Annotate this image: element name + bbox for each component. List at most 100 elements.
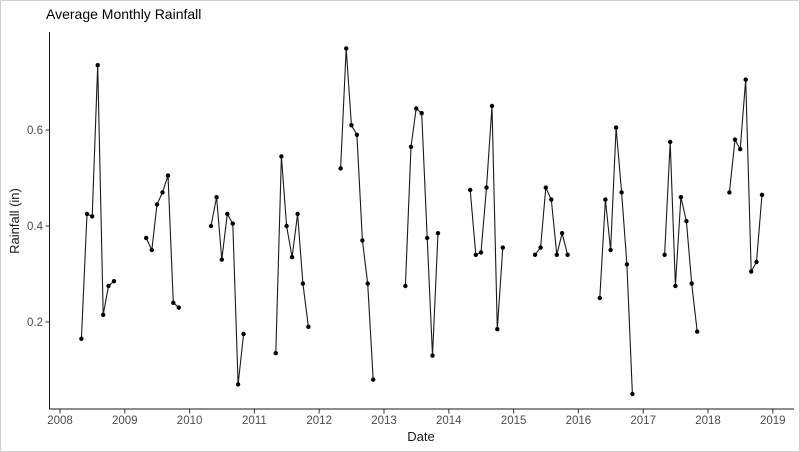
year-segment-2017 <box>664 141 698 332</box>
data-point <box>165 173 171 178</box>
data-point <box>95 62 100 68</box>
data-point <box>144 235 149 241</box>
data-point <box>419 111 424 116</box>
data-point <box>235 382 241 387</box>
data-point <box>349 123 354 128</box>
data-point <box>344 46 349 51</box>
data-point <box>230 221 235 226</box>
x-tick-label: 2011 <box>242 415 267 427</box>
data-point <box>668 139 673 145</box>
data-point <box>160 190 165 195</box>
data-series <box>79 46 765 397</box>
data-point <box>371 377 376 382</box>
x-tick-label: 2014 <box>436 415 462 427</box>
data-point <box>543 185 548 190</box>
data-point <box>171 300 176 305</box>
data-point <box>176 305 181 310</box>
data-point <box>559 231 565 236</box>
y-tick-label: 0.4 <box>27 221 44 233</box>
data-point <box>214 195 219 200</box>
y-axis: 0.2 0.4 0.6 Rainfall (in) <box>7 32 50 410</box>
year-segment-2018 <box>728 79 763 274</box>
data-point <box>435 231 441 236</box>
data-point <box>354 132 360 137</box>
data-point <box>613 125 619 130</box>
data-point <box>532 252 538 257</box>
data-point <box>365 281 370 286</box>
data-point <box>678 195 684 200</box>
year-segment-2011 <box>275 156 309 354</box>
data-point <box>273 351 278 356</box>
x-tick-label: 2017 <box>630 415 656 427</box>
x-tick-label: 2013 <box>371 415 397 427</box>
data-point <box>306 324 311 329</box>
data-point <box>478 250 484 255</box>
year-segment-2012 <box>340 48 374 380</box>
data-point <box>289 255 295 260</box>
data-point <box>279 154 284 159</box>
data-point <box>495 327 500 332</box>
data-point <box>738 147 743 152</box>
year-segment-2016 <box>599 127 633 395</box>
data-point <box>79 336 84 341</box>
data-point <box>597 295 602 301</box>
x-tick-label: 2008 <box>47 415 73 427</box>
x-tick-label: 2010 <box>177 415 203 427</box>
data-point <box>149 247 154 253</box>
data-point <box>489 103 495 109</box>
data-point <box>208 223 214 229</box>
data-point <box>473 252 478 257</box>
data-point <box>673 283 678 289</box>
data-point <box>624 262 630 267</box>
data-point <box>403 283 408 289</box>
data-point <box>662 252 667 257</box>
data-point <box>603 197 608 202</box>
data-point <box>408 144 414 149</box>
data-point <box>414 106 419 111</box>
data-point <box>90 214 95 219</box>
y-axis-ticks: 0.2 0.4 0.6 <box>27 125 50 329</box>
data-point <box>695 329 700 334</box>
data-point <box>295 211 300 217</box>
data-point <box>754 259 759 265</box>
x-tick-label: 2016 <box>566 415 592 427</box>
x-axis: 2008 2009 2010 2011 2012 2013 2014 2015 2016 2017… <box>47 408 794 444</box>
data-point <box>225 211 230 217</box>
x-tick-label: 2019 <box>760 415 786 427</box>
data-point <box>538 245 543 250</box>
year-segment-2008 <box>80 65 115 339</box>
y-axis-title: Rainfall (in) <box>7 188 22 254</box>
data-point <box>743 77 748 82</box>
data-point <box>619 190 624 195</box>
x-axis-ticks: 2008 2009 2010 2011 2012 2013 2014 2015 2016 2017… <box>47 409 786 427</box>
data-point <box>154 202 160 207</box>
data-point <box>630 391 635 397</box>
data-point <box>549 197 554 202</box>
x-tick-label: 2015 <box>501 415 527 427</box>
x-tick-label: 2018 <box>695 415 721 427</box>
data-point <box>430 353 435 358</box>
data-point <box>300 281 306 286</box>
data-point <box>608 247 613 253</box>
data-point <box>241 331 246 337</box>
x-tick-label: 2009 <box>112 415 138 427</box>
data-point <box>106 283 111 289</box>
data-point <box>759 192 765 197</box>
data-point <box>554 252 559 257</box>
data-point <box>727 190 732 195</box>
year-segment-2014 <box>469 105 504 330</box>
data-point <box>500 245 505 250</box>
data-point <box>565 252 570 257</box>
data-point <box>425 235 430 241</box>
data-point <box>219 257 224 262</box>
data-point <box>689 281 694 286</box>
data-point <box>468 187 473 193</box>
data-point <box>111 279 117 284</box>
data-point <box>284 223 289 229</box>
year-segment-2010 <box>210 197 245 385</box>
data-point <box>749 269 754 274</box>
data-point <box>360 238 365 243</box>
data-point <box>484 185 489 190</box>
